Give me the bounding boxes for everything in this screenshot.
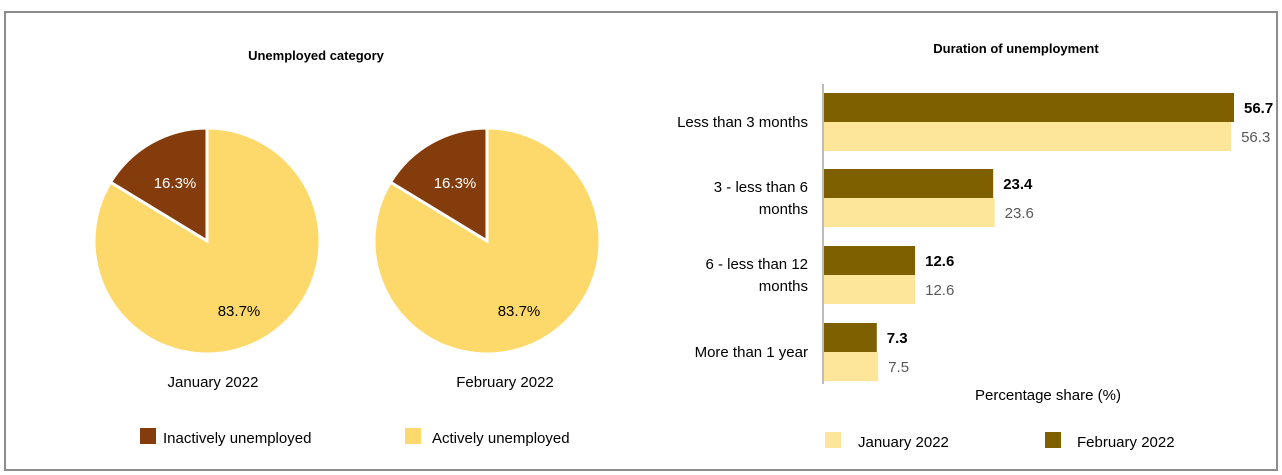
bar-february — [824, 246, 916, 275]
legend-swatch-active — [405, 428, 421, 444]
bar-data-label-january: 7.5 — [888, 359, 909, 376]
bar-january — [824, 198, 995, 227]
bar-category-label: 3 - less than 6 months — [714, 179, 808, 218]
pie-slice-active — [372, 126, 602, 356]
bar-data-label-february: 7.3 — [887, 330, 908, 347]
bar-data-label-january: 12.6 — [925, 282, 954, 299]
bar-category-label: 6 - less than 12 months — [705, 256, 808, 295]
pie-slice-inactive — [108, 126, 209, 244]
bar-february — [824, 169, 994, 198]
pie-slice-inactive — [388, 126, 489, 244]
bar-january — [824, 352, 879, 381]
figure-frame — [4, 11, 1278, 471]
pie-data-label-inactive: 16.3% — [434, 175, 477, 192]
legend-swatch-february — [1045, 432, 1061, 448]
pie-label-february: February 2022 — [456, 374, 554, 391]
bar-data-label-january: 23.6 — [1005, 205, 1034, 222]
legend-swatch-inactive — [140, 428, 156, 444]
legend-label-active: Actively unemployed — [432, 430, 570, 447]
pie-data-label-inactive: 16.3% — [154, 175, 197, 192]
bar-data-label-february: 23.4 — [1003, 176, 1033, 193]
bar-february — [824, 323, 877, 352]
pie-data-label-active: 83.7% — [218, 303, 261, 320]
bar-category-label: More than 1 year — [695, 344, 808, 361]
bar-data-label-february: 56.7 — [1244, 100, 1273, 117]
pie-legend: Inactively unemployed Actively unemploye… — [140, 428, 570, 447]
legend-label-january: January 2022 — [858, 434, 949, 451]
bar-panel-title: Duration of unemployment — [933, 41, 1099, 56]
bar-x-axis-label: Percentage share (%) — [975, 387, 1121, 404]
pie-february: 16.3% 83.7% — [372, 126, 602, 356]
pie-panel-title: Unemployed category — [248, 48, 385, 63]
bar-legend: January 2022 February 2022 — [825, 432, 1175, 451]
bar-february — [824, 93, 1234, 122]
pie-label-january: January 2022 — [168, 374, 259, 391]
pie-data-label-active: 83.7% — [498, 303, 541, 320]
bar-category-label: Less than 3 months — [677, 114, 808, 131]
legend-label-february: February 2022 — [1077, 434, 1175, 451]
bar-january — [824, 275, 916, 304]
pie-slice-active — [92, 126, 322, 356]
bar-data-label-january: 56.3 — [1241, 129, 1270, 146]
legend-label-inactive: Inactively unemployed — [163, 430, 311, 447]
bar-plot-area: Less than 3 months 56.7 56.3 3 - less than … — [677, 93, 1273, 381]
bar-data-label-february: 12.6 — [925, 253, 954, 270]
bar-january — [824, 122, 1232, 151]
pie-january: 16.3% 83.7% — [92, 126, 322, 356]
legend-swatch-january — [825, 432, 841, 448]
